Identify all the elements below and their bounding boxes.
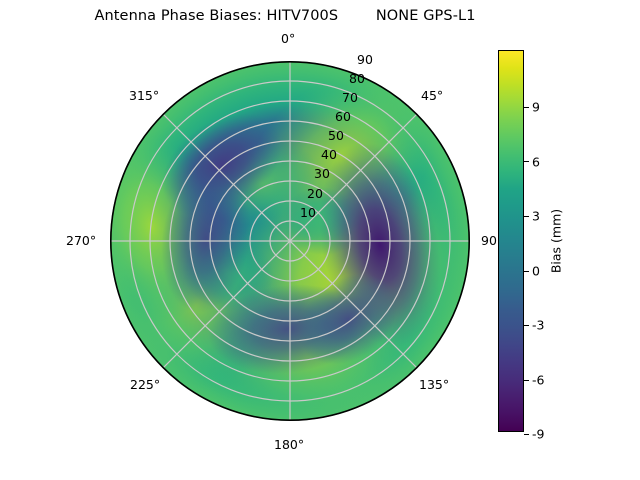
colorbar-ticklabel-m3: -3: [532, 317, 545, 333]
azimuth-label-90[interactable]: 90°: [481, 233, 504, 248]
azimuth-label-0[interactable]: 0°: [281, 31, 296, 46]
colorbar-axis-label: Bias (mm): [548, 208, 564, 274]
colorbar-tick-9: [524, 106, 529, 108]
colorbar[interactable]: 9 6 3 0 -3 -6 -9: [498, 50, 544, 442]
colorbar-gradient: [498, 50, 524, 432]
azimuth-label-180[interactable]: 180°: [274, 437, 305, 452]
colorbar-ticklabel-0: 0: [532, 263, 540, 279]
azimuth-label-225[interactable]: 225°: [130, 377, 161, 392]
colorbar-ticklabel-m9: -9: [532, 426, 545, 442]
colorbar-tick-m9: [524, 434, 529, 436]
radial-label-20[interactable]: 20: [307, 186, 323, 201]
colorbar-ticklabel-9: 9: [532, 99, 540, 115]
azimuth-label-45[interactable]: 45°: [421, 88, 444, 103]
page-title: Antenna Phase Biases: HITV700S NONE GPS-…: [94, 8, 476, 24]
colorbar-ticklabel-3: 3: [532, 208, 540, 224]
radial-label-60[interactable]: 60: [335, 109, 351, 124]
radial-label-30[interactable]: 30: [314, 166, 330, 181]
radial-label-80[interactable]: 80: [349, 71, 365, 86]
radial-label-70[interactable]: 70: [342, 90, 358, 105]
colorbar-tick-6: [524, 161, 529, 163]
colorbar-ticklabel-m6: -6: [532, 372, 545, 388]
azimuth-label-270[interactable]: 270°: [66, 233, 97, 248]
colorbar-tick-m6: [524, 379, 529, 381]
radial-label-40[interactable]: 40: [321, 147, 337, 162]
colorbar-tick-m3: [524, 325, 529, 327]
colorbar-tick-3: [524, 215, 529, 218]
azimuth-label-135[interactable]: 135°: [419, 377, 450, 392]
polar-plot[interactable]: [110, 61, 470, 421]
colorbar-ticklabel-6: 6: [532, 154, 540, 170]
radial-label-50[interactable]: 50: [328, 128, 344, 143]
radial-label-10[interactable]: 10: [300, 205, 316, 220]
polar-contour-svg: [110, 61, 470, 421]
radial-label-90[interactable]: 90: [357, 52, 373, 67]
polar-outer-spine: [110, 61, 470, 421]
azimuth-label-315[interactable]: 315°: [129, 88, 160, 103]
polar-grid-spokes: [110, 61, 470, 421]
colorbar-tick-0: [524, 270, 529, 272]
